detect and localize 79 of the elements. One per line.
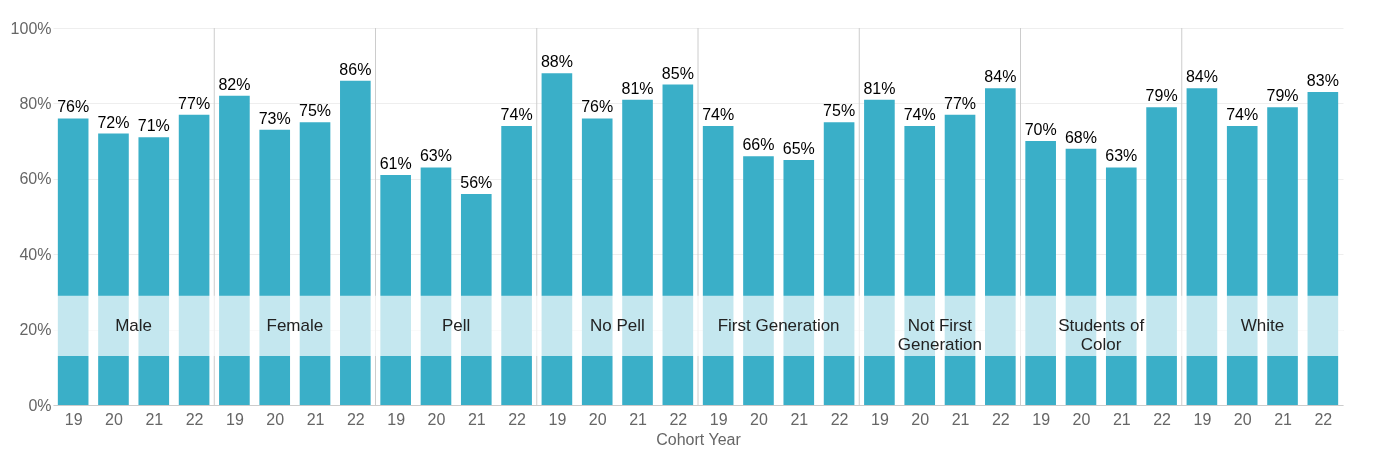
x-tick-label: 20 [266,410,285,428]
annotation: White [1240,315,1285,335]
data-label: 73% [258,109,291,127]
data-label: 75% [299,102,332,120]
data-label: 74% [903,106,936,124]
y-tick-label: 20% [19,321,52,339]
data-label: 75% [823,102,856,120]
data-label: 84% [1185,68,1218,86]
y-tick-label: 40% [19,245,52,263]
data-label: 77% [178,94,211,112]
data-label: 81% [863,79,896,97]
data-label: 79% [1145,87,1178,105]
x-tick-label: 21 [1274,410,1293,428]
data-label: 74% [702,106,735,124]
annotation: Students of Color [1058,315,1145,354]
x-tick-label: 20 [427,410,446,428]
x-tick-label: 21 [629,410,648,428]
data-label: 68% [1064,128,1097,146]
y-tick-label: 100% [10,19,52,37]
x-tick-label: 22 [1153,410,1172,428]
data-label: 85% [661,64,694,82]
x-tick-label: 22 [346,410,365,428]
x-tick-label: 22 [185,410,204,428]
y-tick-label: 80% [19,94,52,112]
y-tick-label: 0% [28,396,52,414]
data-label: 61% [379,155,412,173]
data-label: 79% [1266,87,1299,105]
data-label: 66% [742,136,775,154]
data-label: 77% [944,94,977,112]
x-tick-label: 22 [991,410,1010,428]
x-tick-label: 20 [1072,410,1091,428]
x-tick-label: 20 [911,410,930,428]
x-tick-label: 22 [508,410,527,428]
data-label: 86% [339,60,372,78]
x-tick-label: 20 [588,410,607,428]
x-tick-label: 20 [750,410,768,428]
data-label: 63% [1105,147,1138,165]
annotation: First Generation [717,315,840,335]
data-label: 63% [419,147,452,165]
x-tick-label: 21 [467,410,486,428]
data-label: 88% [540,53,573,71]
annotation: Female [266,315,324,335]
x-tick-label: 19 [1032,410,1051,428]
data-label: 74% [1226,106,1259,124]
x-tick-label: 21 [951,410,970,428]
x-tick-label: 21 [306,410,325,428]
x-tick-label: 22 [669,410,688,428]
data-label: 76% [57,98,90,116]
x-tick-label: 20 [1233,410,1252,428]
annotation: Pell [441,315,471,335]
data-label: 83% [1306,72,1339,90]
x-tick-label: 20 [105,410,123,428]
x-tick-label: 22 [830,410,849,428]
y-tick-label: 60% [19,170,52,188]
x-tick-label: 19 [709,410,728,428]
x-tick-label: 19 [226,410,244,428]
data-label: 71% [137,117,170,135]
x-tick-label: 19 [871,410,889,428]
data-label: 70% [1024,121,1057,139]
x-tick-label: 21 [1112,410,1131,428]
annotation: Not First Generation [897,315,982,354]
data-label: 82% [218,75,251,93]
data-label: 72% [97,113,130,131]
x-axis-title: Cohort Year [656,430,742,448]
x-tick-label: 19 [64,410,83,428]
annotation: Male [115,315,153,335]
data-label: 56% [460,173,493,191]
x-tick-label: 19 [1193,410,1212,428]
x-tick-label: 19 [387,410,406,428]
x-tick-label: 19 [548,410,567,428]
data-label: 84% [984,68,1017,86]
data-label: 65% [782,139,815,157]
x-tick-label: 21 [145,410,164,428]
data-label: 81% [621,79,654,97]
data-label: 74% [500,106,533,124]
x-tick-label: 21 [790,410,809,428]
x-tick-label: 22 [1314,410,1333,428]
data-label: 76% [581,98,614,116]
annotation: No Pell [589,315,645,335]
